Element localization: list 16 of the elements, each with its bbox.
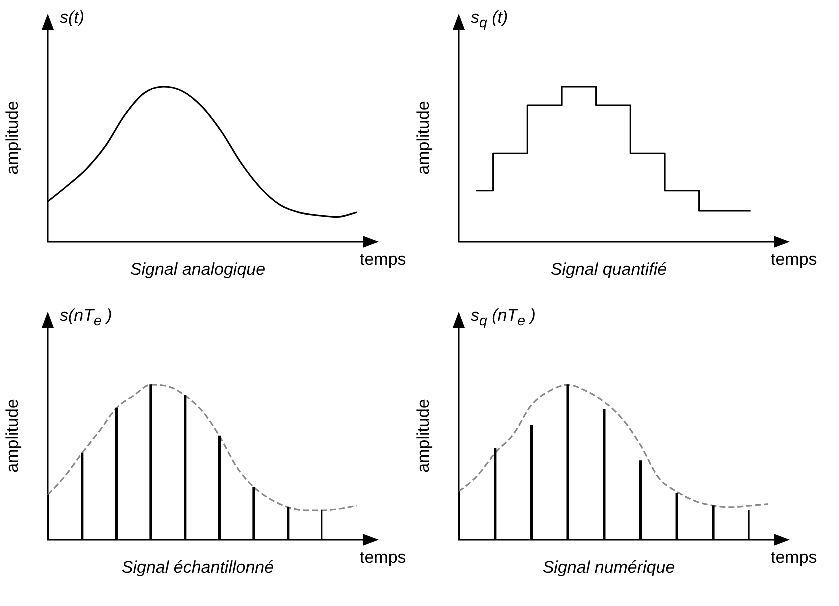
chart-title: s(nT$_{e}$ ) [60, 306, 112, 330]
text: Signal quantifié [550, 260, 668, 280]
text: Signal échantillonné [120, 558, 276, 578]
chart-title: s(t) [60, 8, 85, 28]
chart-title: s$_{q}$ (t) [471, 8, 508, 32]
y-axis-title: amplitude [414, 398, 434, 475]
x-axis-title: temps [360, 250, 406, 270]
x-axis-title: temps [771, 548, 818, 568]
text: Signal numérique [542, 558, 676, 578]
y-axis-title: amplitude [414, 100, 434, 177]
x-axis-title: temps [771, 250, 818, 270]
y-axis-title: amplitude [3, 398, 23, 475]
x-axis-title: temps [360, 548, 406, 568]
text: Signal analogique [129, 260, 267, 280]
y-axis-title: amplitude [3, 100, 23, 177]
chart-title: s$_{q}$ (nT$_{e}$ ) [471, 306, 536, 330]
